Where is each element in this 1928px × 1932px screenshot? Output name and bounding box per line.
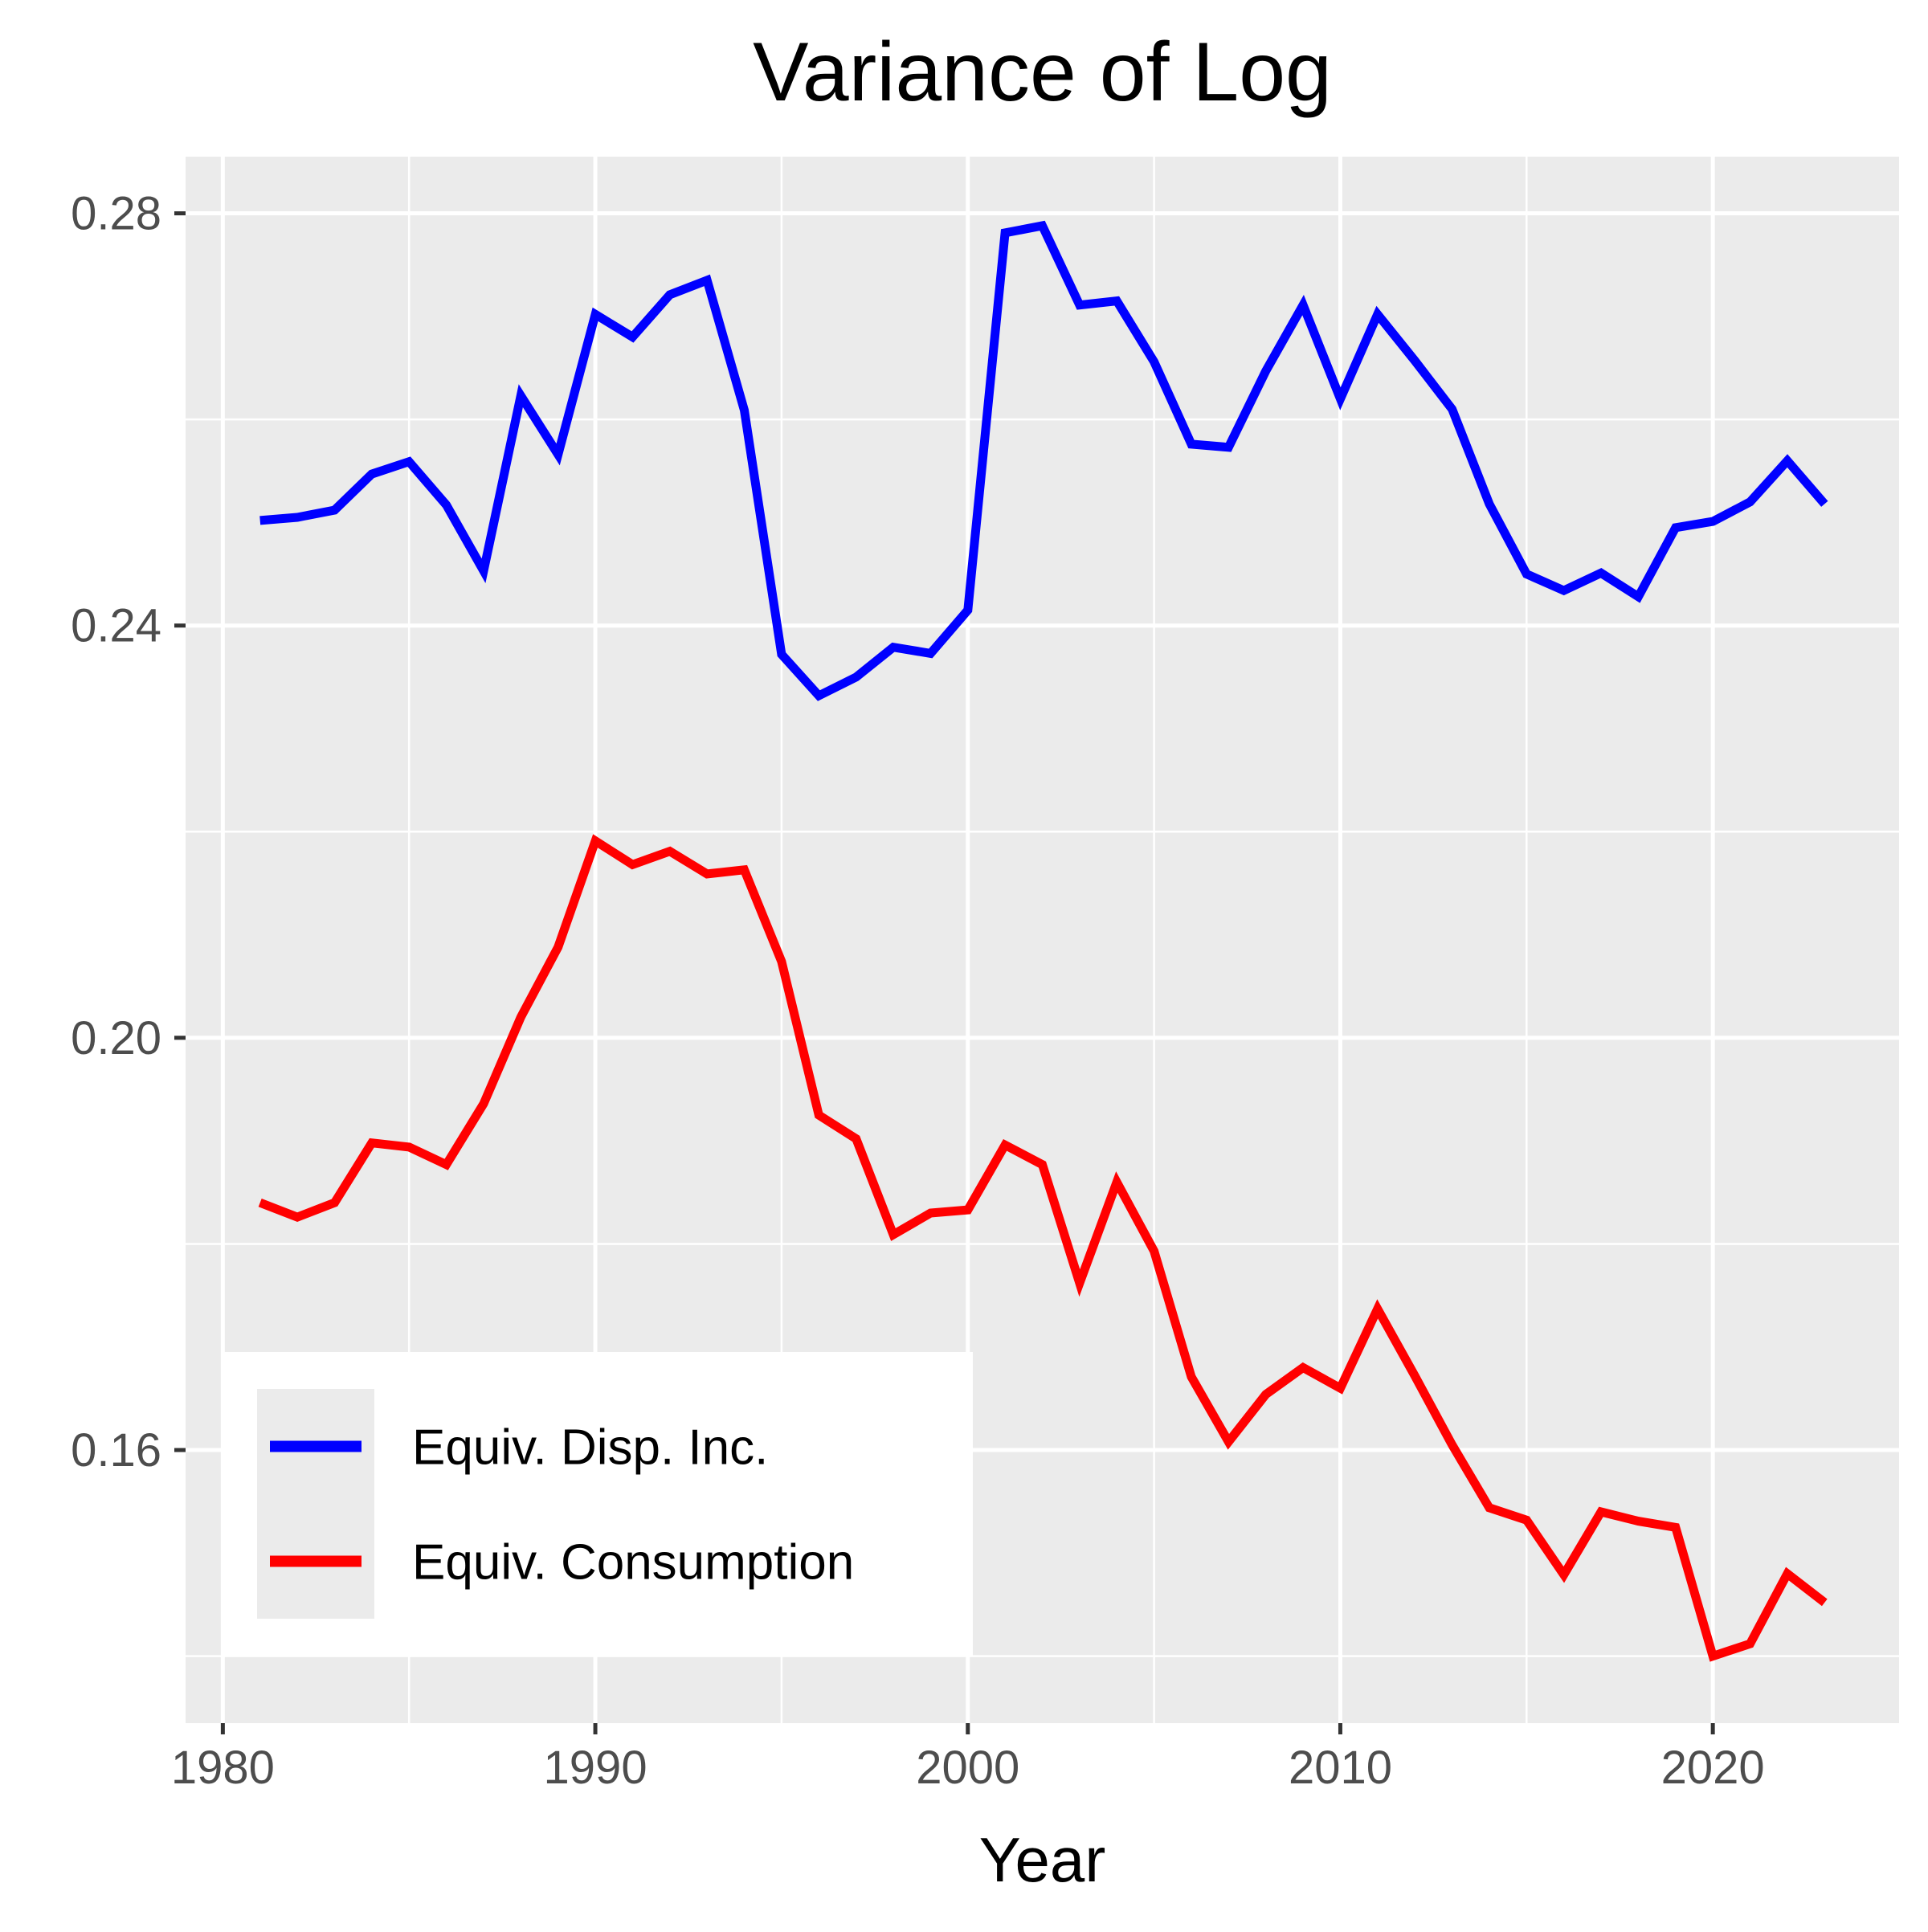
legend-label: Equiv. Disp. Inc.: [412, 1420, 768, 1476]
minor-gridlines: [186, 157, 1899, 1723]
x-tick-label: 2000: [916, 1742, 1019, 1794]
y-tick-label: 0.20: [71, 1012, 161, 1064]
x-tick-label: 1990: [544, 1742, 647, 1794]
series-line-1: [259, 220, 1828, 701]
series-layer: [258, 220, 1828, 1662]
legend-label: Equiv. Consumption: [412, 1535, 854, 1591]
x-tick-label: 2010: [1289, 1742, 1392, 1794]
x-axis-title: Year: [979, 1824, 1106, 1895]
y-tick-label: 0.24: [71, 600, 161, 652]
legend: Equiv. Disp. Inc. Equiv. Consumption: [222, 1352, 973, 1656]
x-tick-label: 1980: [171, 1742, 275, 1794]
y-tick-label: 0.16: [71, 1424, 161, 1477]
series-line-2: [258, 834, 1828, 1662]
x-tick-label: 2020: [1661, 1742, 1765, 1794]
chart-title: Variance of Log: [753, 26, 1332, 119]
axes: 1980 1990 2000 2010 2020 0.16 0.20 0.24 0.28: [71, 188, 1765, 1794]
y-tick-label: 0.28: [71, 188, 161, 240]
